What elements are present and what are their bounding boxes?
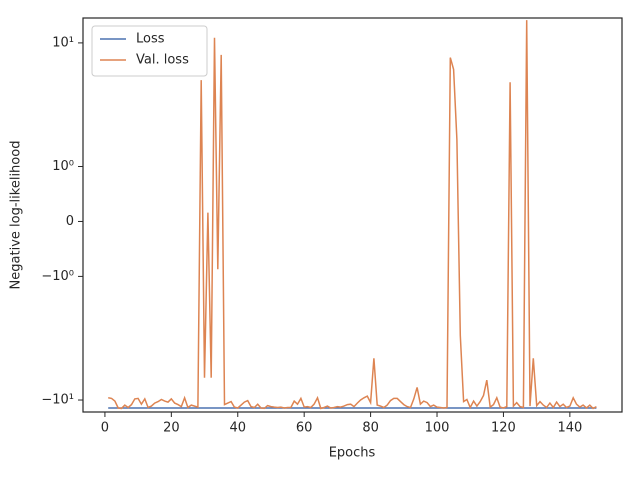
y-axis-label: Negative log-likelihood — [9, 141, 24, 290]
y-tick-label: −10¹ — [41, 393, 74, 408]
x-axis-label: Epochs — [329, 446, 376, 461]
x-tick-label: 60 — [296, 421, 313, 436]
y-tick-label: 0 — [66, 214, 74, 229]
axes-frame — [82, 17, 623, 413]
x-tick-label: 40 — [229, 421, 246, 436]
x-tick-label: 0 — [101, 421, 109, 436]
series-line — [108, 20, 597, 410]
x-tick-label: 140 — [557, 421, 582, 436]
x-tick-label: 20 — [163, 421, 180, 436]
x-tick-label: 100 — [425, 421, 450, 436]
y-tick-label: 10⁰ — [52, 159, 74, 174]
legend-label: Val. loss — [136, 53, 189, 68]
y-tick-label: 10¹ — [52, 35, 74, 50]
legend-label: Loss — [136, 32, 165, 47]
y-tick-label: −10⁰ — [41, 269, 74, 284]
x-tick-label: 80 — [362, 421, 379, 436]
x-tick-label: 120 — [491, 421, 516, 436]
